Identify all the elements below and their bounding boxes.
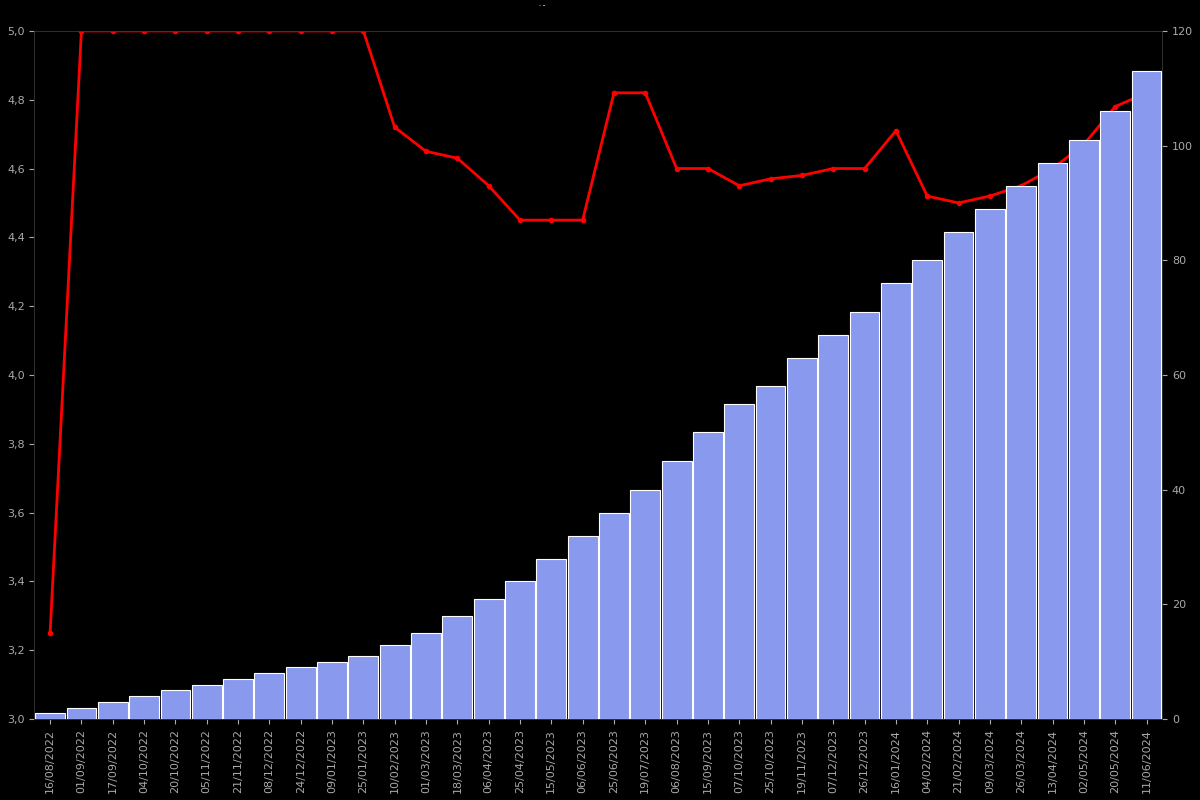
Bar	[850, 312, 880, 719]
Bar	[98, 702, 127, 719]
Bar	[536, 558, 566, 719]
Bar	[725, 404, 754, 719]
Bar	[505, 582, 535, 719]
Bar	[1100, 111, 1130, 719]
Bar	[348, 656, 378, 719]
Bar	[1038, 162, 1068, 719]
Bar	[787, 358, 817, 719]
Bar	[661, 461, 691, 719]
Bar	[1132, 71, 1162, 719]
Bar	[380, 645, 409, 719]
Bar	[568, 535, 598, 719]
Bar	[35, 714, 65, 719]
Bar	[161, 690, 191, 719]
Bar	[66, 708, 96, 719]
Bar	[412, 633, 440, 719]
Bar	[694, 432, 722, 719]
Bar	[756, 386, 786, 719]
Bar	[599, 513, 629, 719]
Bar	[881, 283, 911, 719]
Bar	[130, 696, 158, 719]
Bar	[254, 674, 284, 719]
Bar	[818, 335, 848, 719]
Bar	[912, 260, 942, 719]
Bar	[286, 667, 316, 719]
Legend: , : ,	[538, 4, 546, 7]
Bar	[317, 662, 347, 719]
Bar	[1007, 186, 1036, 719]
Bar	[1069, 140, 1099, 719]
Bar	[443, 616, 473, 719]
Bar	[192, 685, 222, 719]
Bar	[474, 598, 504, 719]
Bar	[223, 679, 253, 719]
Bar	[630, 490, 660, 719]
Bar	[943, 232, 973, 719]
Bar	[976, 209, 1004, 719]
